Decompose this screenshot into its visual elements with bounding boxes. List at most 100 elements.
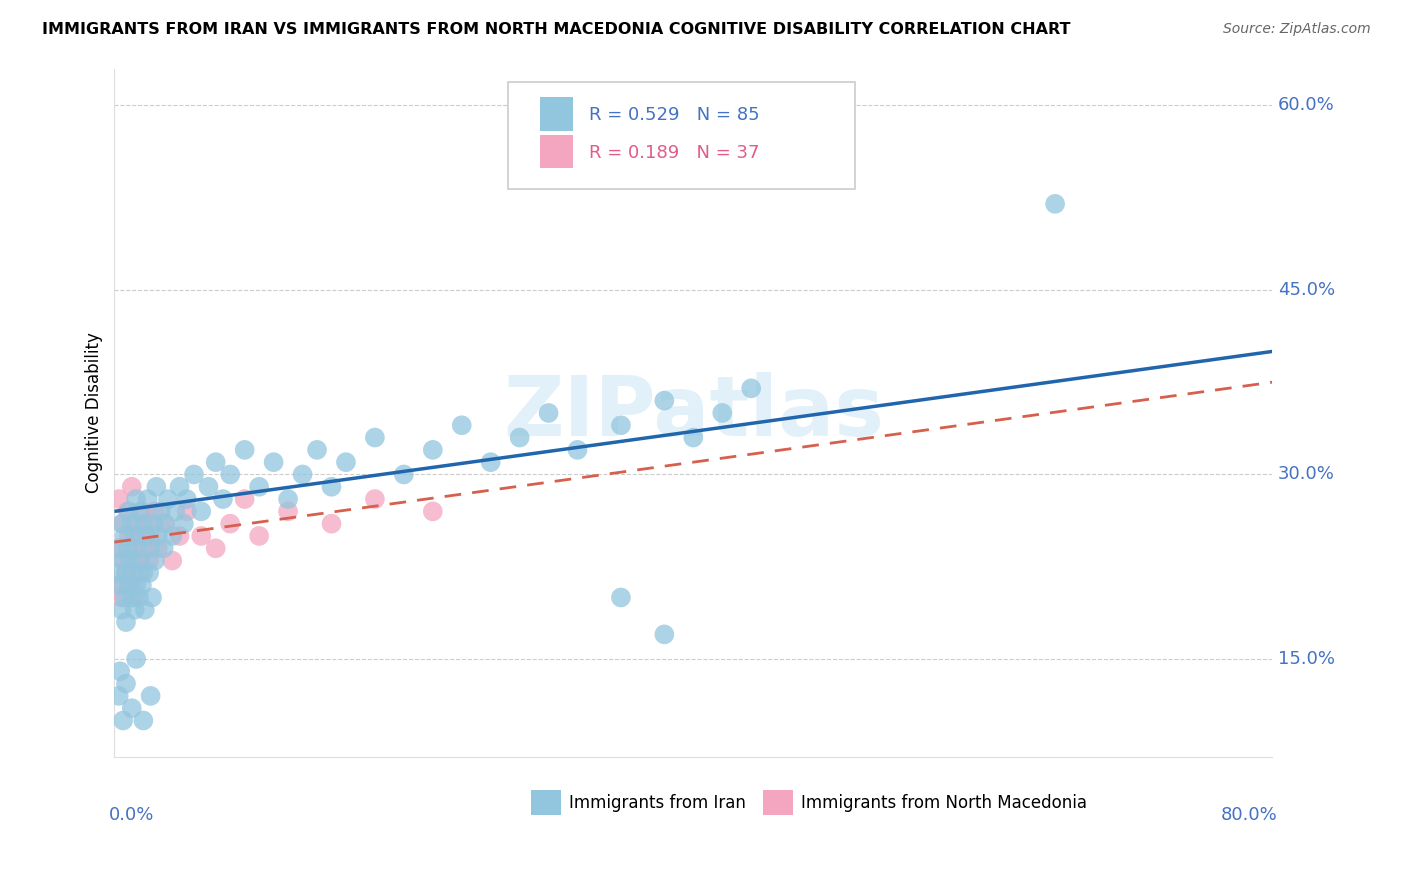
Point — [129, 566, 152, 580]
Point — [233, 442, 256, 457]
Point — [124, 529, 146, 543]
Point — [321, 480, 343, 494]
Point — [107, 689, 129, 703]
Point — [153, 516, 176, 531]
Point — [422, 442, 444, 457]
Point — [197, 480, 219, 494]
Point — [112, 516, 135, 531]
Point — [149, 504, 172, 518]
Text: R = 0.189   N = 37: R = 0.189 N = 37 — [589, 145, 759, 162]
Point — [277, 491, 299, 506]
Text: 45.0%: 45.0% — [1278, 281, 1336, 299]
Point — [128, 529, 150, 543]
Point — [162, 529, 184, 543]
Point — [169, 480, 191, 494]
Point — [142, 516, 165, 531]
Text: IMMIGRANTS FROM IRAN VS IMMIGRANTS FROM NORTH MACEDONIA COGNITIVE DISABILITY COR: IMMIGRANTS FROM IRAN VS IMMIGRANTS FROM … — [42, 22, 1071, 37]
Point — [610, 591, 633, 605]
Point — [567, 442, 589, 457]
Bar — [531, 790, 561, 814]
Point — [117, 541, 139, 556]
Point — [204, 455, 226, 469]
Point — [233, 491, 256, 506]
Point — [610, 418, 633, 433]
Point — [105, 578, 128, 592]
Point — [129, 504, 152, 518]
Point — [124, 591, 146, 605]
Point — [450, 418, 472, 433]
Text: 30.0%: 30.0% — [1278, 466, 1334, 483]
Point — [121, 701, 143, 715]
Point — [132, 566, 155, 580]
Point — [176, 491, 198, 506]
Point — [108, 541, 131, 556]
Bar — [540, 97, 572, 130]
Point — [146, 541, 169, 556]
Point — [129, 553, 152, 567]
Point — [654, 627, 676, 641]
Point — [132, 516, 155, 531]
Point — [139, 541, 162, 556]
Point — [111, 516, 134, 531]
Point — [125, 516, 148, 531]
Point — [291, 467, 314, 482]
Point — [108, 578, 131, 592]
Point — [120, 553, 142, 567]
Point — [108, 665, 131, 679]
Y-axis label: Cognitive Disability: Cognitive Disability — [86, 333, 103, 493]
Point — [204, 541, 226, 556]
Point — [120, 578, 142, 592]
Text: 15.0%: 15.0% — [1278, 650, 1334, 668]
Point — [114, 529, 136, 543]
Point — [153, 516, 176, 531]
Point — [122, 566, 145, 580]
Point — [141, 529, 163, 543]
Point — [121, 480, 143, 494]
Point — [122, 541, 145, 556]
Point — [125, 578, 148, 592]
Point — [114, 553, 136, 567]
Point — [1043, 197, 1066, 211]
Point — [135, 516, 157, 531]
Point — [111, 603, 134, 617]
Point — [152, 541, 174, 556]
Point — [173, 516, 195, 531]
Point — [125, 491, 148, 506]
Text: R = 0.529   N = 85: R = 0.529 N = 85 — [589, 106, 759, 124]
Text: 60.0%: 60.0% — [1278, 96, 1334, 114]
Point — [131, 578, 153, 592]
Point — [128, 591, 150, 605]
Point — [422, 504, 444, 518]
Point — [131, 504, 153, 518]
Point — [364, 491, 387, 506]
Point — [176, 504, 198, 518]
Point — [711, 406, 734, 420]
Point — [105, 566, 128, 580]
Point — [537, 406, 560, 420]
Point — [143, 504, 166, 518]
Point — [219, 467, 242, 482]
Point — [212, 491, 235, 506]
Point — [335, 455, 357, 469]
Point — [117, 504, 139, 518]
Point — [146, 529, 169, 543]
Point — [107, 491, 129, 506]
Point — [124, 603, 146, 617]
Point — [118, 504, 141, 518]
Point — [277, 504, 299, 518]
Point — [112, 553, 135, 567]
Text: 80.0%: 80.0% — [1222, 805, 1278, 823]
Point — [114, 591, 136, 605]
Point — [247, 480, 270, 494]
Point — [112, 714, 135, 728]
Text: Source: ZipAtlas.com: Source: ZipAtlas.com — [1223, 22, 1371, 37]
Text: Immigrants from Iran: Immigrants from Iran — [569, 794, 747, 812]
Point — [115, 566, 138, 580]
Point — [392, 467, 415, 482]
Text: Immigrants from North Macedonia: Immigrants from North Macedonia — [801, 794, 1087, 812]
Point — [121, 591, 143, 605]
Point — [127, 553, 149, 567]
Point — [132, 541, 155, 556]
Point — [364, 431, 387, 445]
Bar — [763, 790, 793, 814]
